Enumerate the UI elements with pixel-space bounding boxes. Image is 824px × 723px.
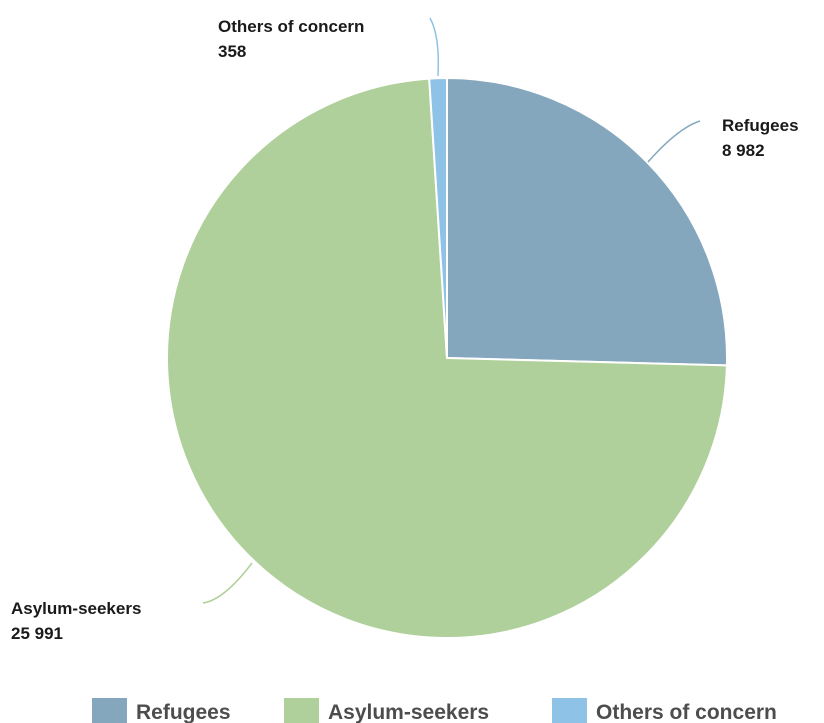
legend-swatch-refugees [92, 698, 127, 723]
legend-swatch-asylum-seekers [284, 698, 319, 723]
slice-asylum-seekers [166, 77, 728, 639]
pie-slices [166, 76, 728, 639]
leader-line-refugees [647, 120, 701, 163]
label-refugees-value: 8 982 [722, 141, 765, 160]
slice-refugees [446, 76, 728, 367]
leader-line-asylum-seekers [202, 562, 253, 604]
legend-label-refugees: Refugees [136, 701, 231, 723]
label-others-of-concern-value: 358 [218, 42, 246, 61]
label-asylum-seekers-name: Asylum-seekers [11, 599, 141, 618]
legend-label-asylum-seekers: Asylum-seekers [328, 701, 489, 723]
legend-label-others-of-concern: Others of concern [596, 701, 777, 723]
label-asylum-seekers-value: 25 991 [11, 624, 63, 643]
label-refugees-name: Refugees [722, 116, 799, 135]
label-refugees: Refugees 8 982 [722, 116, 803, 160]
label-asylum-seekers: Asylum-seekers 25 991 [11, 599, 146, 643]
leader-lines [202, 17, 701, 604]
label-others-of-concern: Others of concern 358 [218, 17, 369, 61]
slice-others-of-concern [428, 76, 448, 359]
label-others-of-concern-name: Others of concern [218, 17, 364, 36]
legend-swatch-others-of-concern [552, 698, 587, 723]
legend: Refugees Asylum-seekers Others of concer… [92, 698, 777, 723]
leader-line-others-of-concern [429, 17, 440, 77]
